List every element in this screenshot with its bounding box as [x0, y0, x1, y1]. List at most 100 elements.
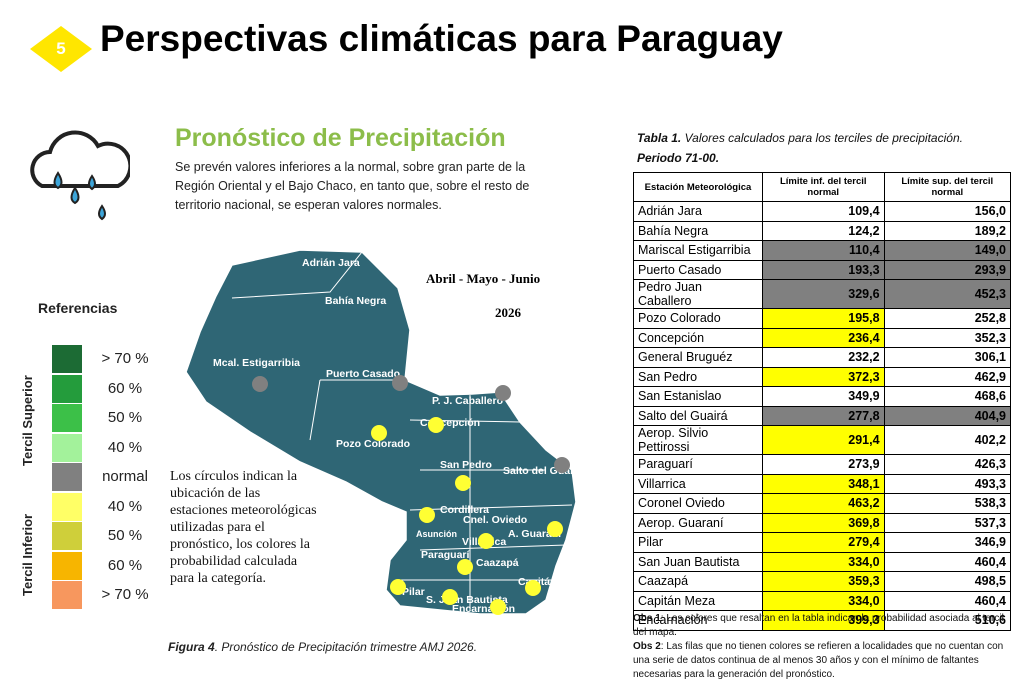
- map-label: Asunción: [416, 529, 457, 539]
- legend-swatch: [52, 522, 82, 550]
- map-label: Cnel. Oviedo: [463, 514, 527, 526]
- legend-swatch: [52, 551, 82, 580]
- table-cell: 402,2: [883, 425, 1012, 455]
- table-cell: 193,3: [761, 259, 885, 280]
- section-number: 5: [56, 39, 65, 58]
- map-label: Paraguarí: [421, 549, 471, 561]
- table-cell: Pozo Colorado: [633, 308, 763, 329]
- table-cell: 279,4: [761, 532, 885, 553]
- table-cell: Capitán Meza: [633, 590, 763, 611]
- table-cell: Paraguarí: [633, 454, 763, 475]
- legend-swatch: [52, 404, 82, 432]
- legend-label: normal: [102, 468, 148, 485]
- table-cell: 493,3: [883, 473, 1012, 494]
- table-cell: Villarrica: [633, 473, 763, 494]
- legend-title: Referencias: [38, 300, 118, 316]
- map-label: Puerto Casado: [326, 368, 400, 380]
- table-cell: 359,3: [761, 571, 885, 592]
- table-cell: 109,4: [761, 201, 885, 222]
- table-cell: 348,1: [761, 473, 885, 494]
- table-row: Salto del Guairá 277,8 404,9: [633, 405, 1012, 426]
- table-cell: Pilar: [633, 532, 763, 553]
- legend-swatch: [52, 433, 82, 462]
- table-cell: Pedro Juan Caballero: [633, 279, 763, 309]
- table-cell: 346,9: [883, 532, 1012, 553]
- table-cell: 149,0: [883, 240, 1012, 261]
- table-cell: 306,1: [883, 347, 1012, 368]
- table-cell: 334,0: [761, 590, 885, 611]
- legend-label: 50 %: [107, 527, 143, 544]
- legend-swatch: [52, 581, 82, 609]
- legend-swatch: [52, 345, 82, 373]
- map-period: Abril - Mayo - Junio: [426, 271, 540, 286]
- table-cell: 329,6: [761, 279, 885, 309]
- legend-swatch: [52, 374, 82, 403]
- data-table: Estación Meteorológica Límite inf. del te…: [633, 172, 1012, 631]
- caption-label: Tabla 1.: [637, 131, 682, 145]
- table-cell: 426,3: [883, 454, 1012, 475]
- map-label: Mcal. Estigarribia: [213, 357, 300, 369]
- table-cell: 498,5: [883, 571, 1012, 592]
- table-cell: 369,8: [761, 512, 885, 533]
- table-cell: 538,3: [883, 493, 1012, 514]
- table-cell: 460,4: [883, 551, 1012, 572]
- map-label: San Pedro: [440, 459, 492, 471]
- table-cell: 460,4: [883, 590, 1012, 611]
- caption-text: Valores calculados para los terciles de …: [681, 131, 963, 145]
- table-cell: 452,3: [883, 279, 1012, 309]
- map-year: 2026: [495, 305, 522, 320]
- note-text: : Los colores que resaltan en la tabla i…: [633, 613, 1004, 638]
- table-cell: San Estanislao: [633, 386, 763, 407]
- map-label: Cordillera: [440, 504, 489, 516]
- note-label: Obs 2: [633, 641, 661, 652]
- table-cell: 293,9: [883, 259, 1012, 280]
- table-cell: 156,0: [883, 201, 1012, 222]
- table-cell: Caazapá: [633, 571, 763, 592]
- map-label: Bahía Negra: [325, 295, 386, 307]
- table-row: Mariscal Estigarribia 110,4 149,0: [633, 240, 1012, 261]
- table-cell: 124,2: [761, 220, 885, 241]
- table-row: Aerop. Silvio Pettirossi 291,4 402,2: [633, 425, 1012, 455]
- table-cell: 291,4: [761, 425, 885, 455]
- table-row: Capitán Meza 334,0 460,4: [633, 590, 1012, 611]
- table-cell: San Pedro: [633, 366, 763, 387]
- legend-group: Tercil Superior: [20, 375, 35, 466]
- table-row: Pilar 279,4 346,9: [633, 532, 1012, 553]
- table-cell: Aerop. Silvio Pettirossi: [633, 425, 763, 455]
- legend-label: 40 %: [107, 438, 143, 456]
- caption-period: Periodo 71-00.: [637, 151, 720, 165]
- table-cell: Mariscal Estigarribia: [633, 240, 763, 261]
- table-row: San Juan Bautista 334,0 460,4: [633, 551, 1012, 572]
- table-row: Bahía Negra 124,2 189,2: [633, 220, 1012, 241]
- table-cell: 372,3: [761, 366, 885, 387]
- table-cell: 404,9: [883, 405, 1012, 426]
- table-cell: 195,8: [761, 308, 885, 329]
- table-cell: Bahía Negra: [633, 220, 763, 241]
- table-row: Encarnación 399,3 510,6: [633, 610, 1012, 631]
- table-row: Aerop. Guaraní 369,8 537,3: [633, 512, 1012, 533]
- header-row: Estación Meteorológica Límite inf. del te…: [633, 172, 1012, 202]
- legend-group: Tercil Inferior: [20, 513, 35, 596]
- figure-caption: Figura 4. Pronóstico de Precipitación tr…: [168, 640, 477, 654]
- table-cell: Encarnación: [633, 610, 763, 631]
- legend-label: > 70 %: [101, 350, 149, 367]
- column-header: Límite sup. del tercil normal: [883, 172, 1012, 202]
- table-cell: 537,3: [883, 512, 1012, 533]
- table-cell: 232,2: [761, 347, 885, 368]
- rain-icon: [30, 130, 130, 221]
- table-cell: Coronel Oviedo: [633, 493, 763, 514]
- table-cell: 110,4: [761, 240, 885, 261]
- table-cell: 236,4: [761, 327, 885, 348]
- table-cell: 463,2: [761, 493, 885, 514]
- legend-label: 50 %: [107, 409, 143, 426]
- description: Se prevén valores inferiores a la normal…: [175, 160, 530, 212]
- table-row: General Bruguéz 232,2 306,1: [633, 347, 1012, 368]
- note: Obs 2: Las filas que no tienen colores s…: [633, 640, 1011, 682]
- table-cell: General Bruguéz: [633, 347, 763, 368]
- column-header: Límite inf. del tercil normal: [761, 172, 885, 202]
- table-cell: 334,0: [761, 551, 885, 572]
- table-row: Concepción 236,4 352,3: [633, 327, 1012, 348]
- table-caption: Tabla 1. Valores calculados para los ter…: [637, 128, 963, 168]
- table-row: Caazapá 359,3 498,5: [633, 571, 1012, 592]
